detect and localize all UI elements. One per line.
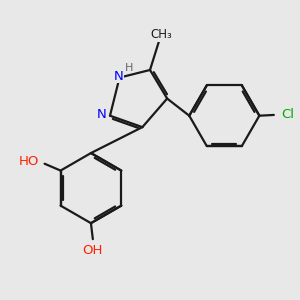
- Text: OH: OH: [83, 244, 103, 257]
- Text: Cl: Cl: [281, 108, 294, 122]
- Text: H: H: [125, 63, 134, 73]
- Text: N: N: [97, 108, 106, 122]
- Text: CH₃: CH₃: [151, 28, 172, 41]
- Text: HO: HO: [19, 154, 40, 168]
- Text: N: N: [114, 70, 124, 83]
